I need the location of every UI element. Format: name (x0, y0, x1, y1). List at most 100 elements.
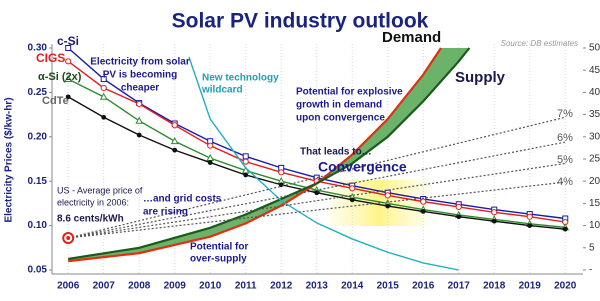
marker (135, 116, 144, 124)
annotation: cheaper (121, 83, 159, 94)
marker (456, 214, 462, 220)
y2-tick-label: 40 (589, 87, 600, 98)
marker (64, 74, 73, 82)
x-tick-label: 2017 (448, 281, 471, 292)
marker (101, 114, 107, 120)
y2-tick-label: 25 (589, 154, 600, 165)
x-tick-label: 2011 (235, 281, 257, 292)
x-tick-label: 2013 (306, 281, 329, 292)
marker (526, 213, 533, 220)
series-label: Supply (455, 69, 506, 86)
annotation: electricity in 2006: (57, 197, 129, 207)
series-label: 7% (557, 108, 573, 120)
annotation: 8.6 cents/kWh (57, 214, 124, 225)
y2-tick-label: 5 (589, 242, 595, 253)
us-price-marker-dot (66, 236, 71, 241)
annotation: That leads to… (300, 147, 372, 158)
y-axis-label: Electricity Prices ($/kw-hr) (4, 97, 15, 222)
marker (136, 100, 143, 108)
y2-tick-label: 15 (589, 198, 600, 209)
marker (65, 45, 72, 51)
marker (527, 223, 533, 229)
marker (420, 208, 426, 214)
series-label: 6% (557, 132, 573, 144)
marker (171, 122, 178, 129)
series-line (68, 47, 471, 260)
source: Source: DB estimates (501, 39, 578, 48)
marker (242, 158, 249, 165)
series-line (68, 141, 566, 239)
annotation: PV is becoming (103, 70, 177, 81)
supply-gap-shading (68, 48, 470, 262)
marker (100, 76, 107, 83)
marker (278, 169, 285, 176)
y2-tick-label: 50 (589, 43, 600, 54)
series-line (68, 47, 442, 263)
x-tick-label: 2018 (483, 281, 506, 292)
annotation: are rising (143, 207, 188, 218)
marker (455, 203, 462, 211)
marker (65, 58, 72, 65)
x-tick-label: 2016 (412, 281, 435, 292)
annotation: upon convergence (296, 113, 385, 124)
marker (562, 226, 568, 232)
annotation: Potential for explosive (296, 87, 403, 98)
annotation: over-supply (190, 254, 247, 265)
x-tick-label: 2009 (164, 281, 187, 292)
marker (491, 218, 497, 224)
marker (136, 132, 142, 138)
y2-tick-label: 10 (589, 220, 600, 231)
marker (384, 192, 391, 199)
annotation: growth in demand (296, 100, 382, 111)
marker (243, 172, 249, 178)
series-label: CdTe (42, 95, 69, 107)
marker (242, 153, 249, 160)
x-tick-label: 2019 (519, 281, 542, 292)
marker (207, 160, 213, 165)
series-label: CIGS (36, 51, 65, 65)
marker (420, 198, 427, 205)
y2-tick-label: 45 (589, 65, 600, 76)
marker (385, 203, 391, 209)
annotation: Convergence (318, 159, 407, 175)
marker (314, 190, 320, 196)
y-tick-label: 0.30 (28, 43, 48, 54)
x-tick-label: 2010 (199, 281, 222, 292)
marker (170, 136, 179, 145)
y-tick-label: 0.05 (28, 265, 48, 276)
series-label: c-Si (57, 34, 79, 48)
x-tick-label: 2008 (128, 281, 151, 292)
series-label: α-Si (2x) (38, 71, 82, 83)
x-tick-label: 2012 (270, 281, 293, 292)
annotation: wildcard (201, 85, 243, 96)
y-tick-label: 0.25 (28, 87, 48, 98)
marker (207, 142, 214, 149)
series-line (68, 181, 566, 239)
y-tick-label: 0.15 (28, 176, 48, 187)
annotation: US - Average price of (57, 185, 143, 195)
series-line (188, 56, 459, 271)
y-tick-label: 0.10 (28, 220, 48, 231)
series-label: 5% (557, 154, 573, 166)
x-tick-label: 2006 (57, 281, 80, 292)
marker (491, 209, 498, 216)
marker (65, 94, 71, 100)
x-tick-label: 2007 (93, 281, 116, 292)
x-tick-label: 2020 (554, 281, 577, 292)
marker (100, 84, 107, 92)
marker (172, 147, 178, 153)
marker (99, 92, 108, 100)
series-label: 4% (557, 176, 573, 188)
x-tick-label: 2014 (341, 281, 364, 292)
series-line (68, 116, 566, 239)
annotation: Potential for (190, 242, 248, 253)
x-tick-label: 2015 (377, 281, 400, 292)
marker (349, 197, 355, 203)
annotation: New technology (202, 73, 279, 84)
y2-tick-label: 20 (589, 176, 600, 187)
y2-tick-label: 30 (589, 131, 600, 142)
annotation: Electricity from solar (90, 57, 190, 68)
marker (349, 185, 356, 192)
y2-tick-label: - (589, 265, 592, 276)
